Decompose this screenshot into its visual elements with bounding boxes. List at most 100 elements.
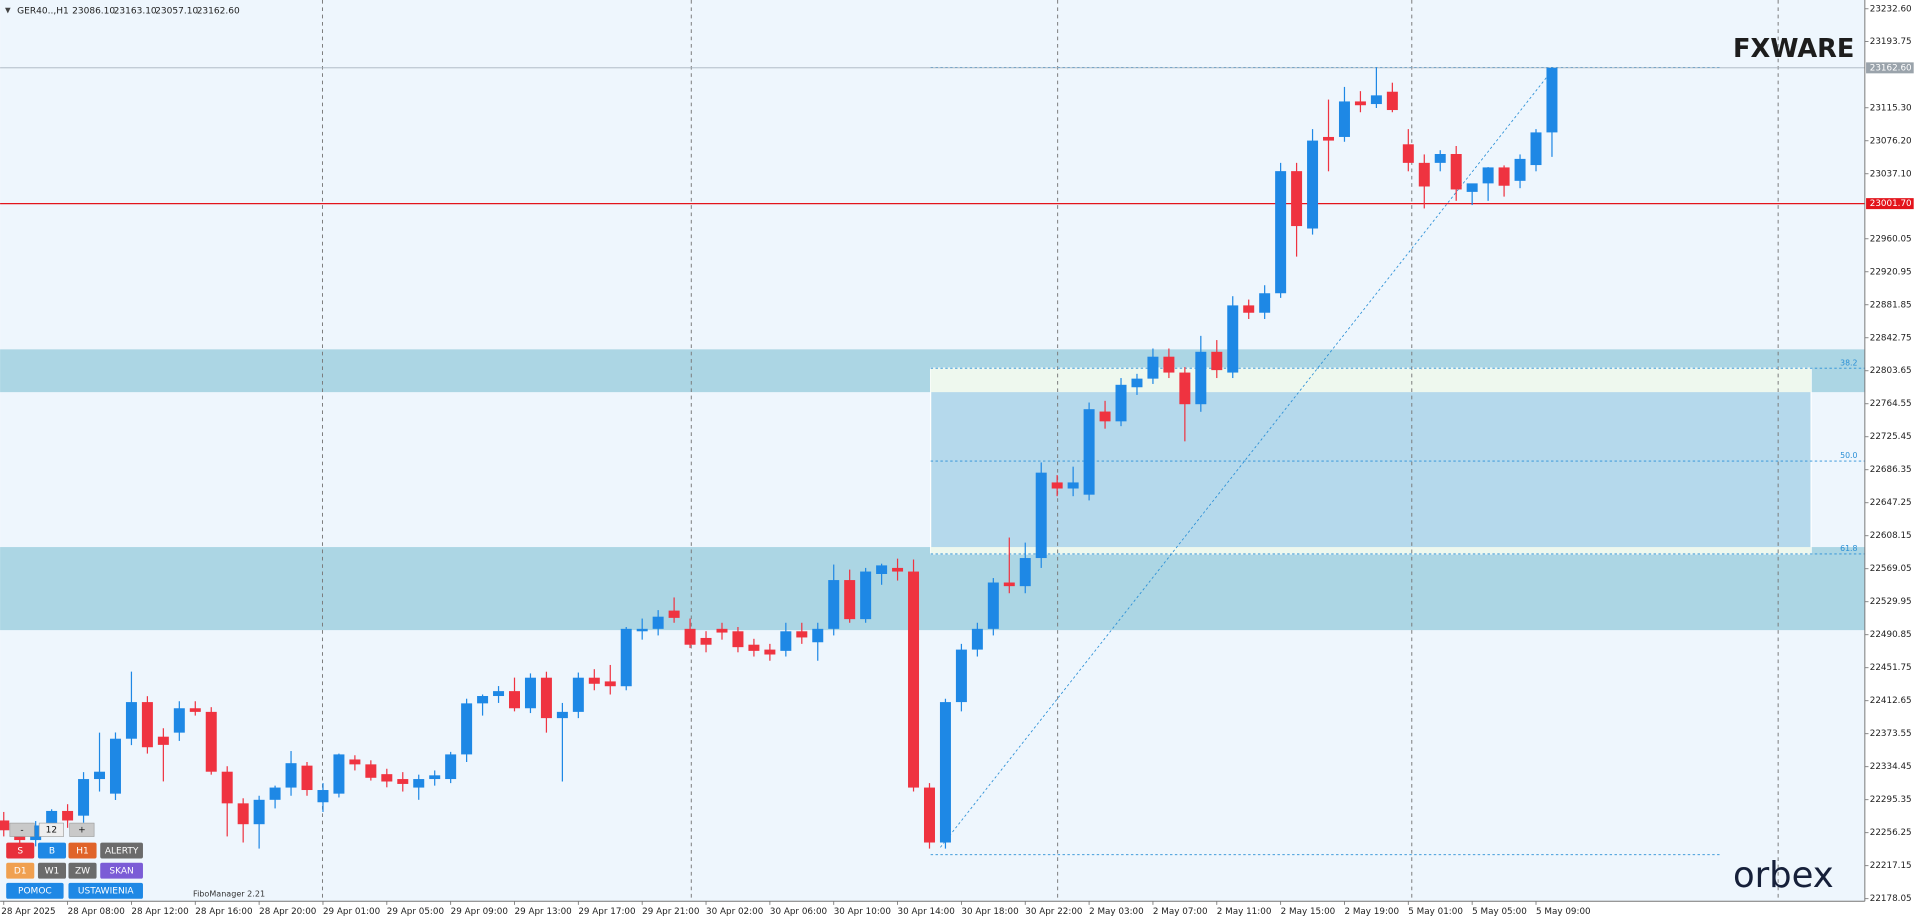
- candle-body: [1291, 171, 1303, 227]
- candle-body: [237, 803, 249, 825]
- candles: [0, 67, 1558, 849]
- toolbar-button[interactable]: [100, 862, 143, 879]
- x-tick-label: 2 May 11:00: [1217, 907, 1272, 917]
- candle-body: [109, 738, 121, 794]
- overlay: ▼ GER40..,H1 23086.10 23163.10 23057.10 …: [5, 5, 1854, 899]
- candle-body: [205, 711, 217, 772]
- candle-body: [1035, 472, 1047, 559]
- stepper-label[interactable]: 12: [46, 826, 57, 836]
- x-tick-label: 29 Apr 05:00: [387, 907, 444, 917]
- x-tick-label: 29 Apr 21:00: [642, 907, 699, 917]
- x-tick-label: 2 May 07:00: [1153, 907, 1208, 917]
- candle-body: [1051, 482, 1063, 489]
- candle-body: [1179, 372, 1191, 405]
- candle-body: [62, 810, 74, 821]
- candle-body: [1163, 356, 1175, 373]
- candle-body: [844, 580, 856, 620]
- stepper-button[interactable]: [9, 822, 35, 837]
- x-tick-label: 28 Apr 16:00: [195, 907, 252, 917]
- candle-body: [620, 628, 632, 687]
- stepper-button[interactable]: [69, 822, 95, 837]
- candle-body: [604, 681, 616, 687]
- toolbar-button-label[interactable]: ZW: [75, 867, 90, 877]
- candle-body: [413, 779, 425, 788]
- toolbar-button[interactable]: [37, 862, 67, 879]
- toolbar-button-label[interactable]: POMOC: [18, 887, 52, 897]
- candle-body: [1434, 154, 1446, 163]
- y-tick-label: 22256.25: [1870, 828, 1912, 838]
- toolbar-button-label[interactable]: SKAN: [109, 867, 133, 877]
- candle-body: [477, 696, 489, 704]
- toolbar-button[interactable]: [37, 842, 67, 859]
- level-price-label: 23001.70: [1870, 199, 1912, 209]
- current-price-tag: [1866, 62, 1914, 74]
- candle-body: [429, 775, 441, 780]
- toolbar-button-label[interactable]: ALERTY: [105, 846, 139, 856]
- toolbar-button-label[interactable]: USTAWIENIA: [78, 887, 134, 897]
- candle-body: [493, 691, 505, 697]
- candle-body: [540, 677, 552, 719]
- candle-body: [1386, 91, 1398, 111]
- fibo-trend-line: [940, 68, 1554, 848]
- toolbar-button[interactable]: [6, 842, 35, 859]
- y-tick-label: 22881.85: [1870, 300, 1912, 310]
- x-axis-panel: [0, 901, 1915, 922]
- candle-body: [684, 628, 696, 645]
- toolbar-button[interactable]: [68, 842, 97, 859]
- x-tick-label: 28 Apr 08:00: [68, 907, 125, 917]
- toolbar-button-label[interactable]: W1: [45, 867, 60, 877]
- candle-body: [987, 582, 999, 629]
- candle-body: [381, 774, 393, 782]
- candle-body: [716, 628, 728, 633]
- y-tick-label: 23193.75: [1870, 37, 1912, 47]
- y-tick-label: 22803.65: [1870, 366, 1912, 376]
- y-tick-label: 22842.75: [1870, 333, 1912, 343]
- candle-body: [1019, 558, 1031, 587]
- stepper-button[interactable]: [38, 822, 64, 837]
- x-tick-label: 30 Apr 18:00: [961, 907, 1018, 917]
- toolbar-button[interactable]: [68, 862, 97, 879]
- toolbar-button[interactable]: [6, 862, 35, 879]
- y-tick-label: 22412.65: [1870, 696, 1912, 706]
- toolbar-button[interactable]: [6, 882, 64, 899]
- stepper-label[interactable]: +: [78, 826, 86, 836]
- fibo-zone-overlap: [930, 368, 1812, 393]
- x-tick-label: 5 May 01:00: [1408, 907, 1463, 917]
- toolbar-button-label[interactable]: D1: [14, 867, 27, 877]
- y-tick-label: 22920.95: [1870, 267, 1912, 277]
- period-separators: [321, 0, 1779, 902]
- menu-arrow: ▼: [5, 5, 11, 14]
- y-tick-label: 22490.85: [1870, 630, 1912, 640]
- y-tick-label: 22529.95: [1870, 597, 1912, 607]
- y-tick-label: 22217.15: [1870, 861, 1912, 871]
- candle-body: [509, 691, 520, 709]
- y-tick-label: 23076.20: [1870, 136, 1912, 146]
- candle-body: [892, 567, 904, 572]
- candle-body: [1083, 409, 1095, 495]
- low-text: 23057.10: [155, 6, 198, 16]
- toolbar-button-label[interactable]: S: [17, 846, 23, 856]
- toolbar-button-label[interactable]: H1: [76, 846, 89, 856]
- candle-body: [269, 787, 281, 800]
- toolbar-button[interactable]: [100, 842, 143, 859]
- symbol-title: GER40..,H1: [17, 6, 69, 16]
- y-tick-label: 22178.05: [1870, 894, 1912, 904]
- x-tick-label: 5 May 05:00: [1472, 907, 1527, 917]
- candle-body: [221, 771, 233, 804]
- candle-body: [1530, 132, 1542, 166]
- candle-body: [317, 790, 329, 803]
- x-tick-label: 30 Apr 02:00: [706, 907, 763, 917]
- candle-body: [94, 771, 106, 780]
- toolbar-button[interactable]: [68, 882, 143, 899]
- candle-body: [668, 610, 680, 618]
- y-tick-label: 23037.10: [1870, 169, 1912, 179]
- candle-body: [908, 571, 920, 788]
- toolbar-button-label[interactable]: B: [49, 846, 55, 856]
- close-text: 23162.60: [197, 6, 240, 16]
- candle-body: [285, 763, 297, 788]
- fibo-level-label: 38.2: [1840, 358, 1857, 367]
- candle-body: [572, 677, 584, 712]
- stepper-label[interactable]: -: [20, 826, 23, 836]
- candle-body: [125, 702, 137, 739]
- x-tick-label: 29 Apr 17:00: [578, 907, 635, 917]
